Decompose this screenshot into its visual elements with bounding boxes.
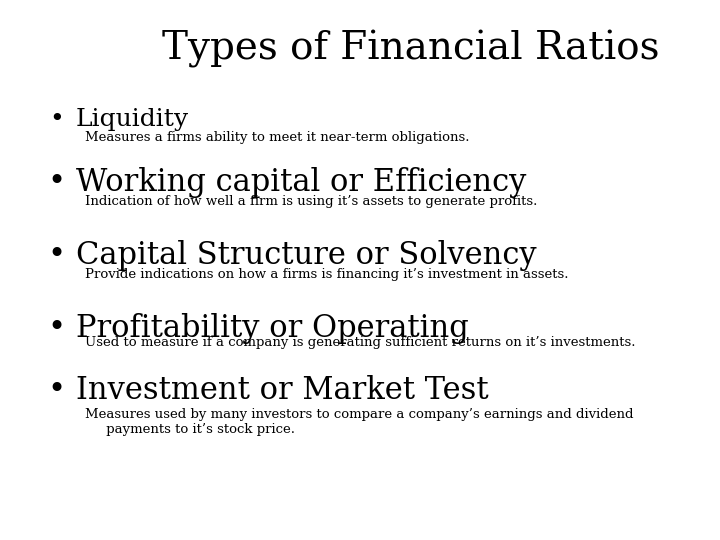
Text: •: • <box>49 108 63 131</box>
Text: Capital Structure or Solvency: Capital Structure or Solvency <box>76 240 536 271</box>
Text: •: • <box>47 240 66 271</box>
Text: Working capital or Efficiency: Working capital or Efficiency <box>76 167 526 198</box>
Text: •: • <box>47 375 66 406</box>
Text: Types of Financial Ratios: Types of Financial Ratios <box>162 30 659 68</box>
Text: Indication of how well a firm is using it’s assets to generate profits.: Indication of how well a firm is using i… <box>85 195 537 208</box>
Text: Investment or Market Test: Investment or Market Test <box>76 375 488 406</box>
Text: •: • <box>47 167 66 198</box>
Text: •: • <box>47 313 66 344</box>
Text: Measures used by many investors to compare a company’s earnings and dividend
   : Measures used by many investors to compa… <box>85 408 634 436</box>
Text: Measures a firms ability to meet it near-term obligations.: Measures a firms ability to meet it near… <box>85 131 469 144</box>
Text: Liquidity: Liquidity <box>76 108 189 131</box>
Text: Profitability or Operating: Profitability or Operating <box>76 313 468 344</box>
Text: Used to measure if a company is generating sufficient returns on it’s investment: Used to measure if a company is generati… <box>85 336 636 349</box>
Text: Provide indications on how a firms is financing it’s investment in assets.: Provide indications on how a firms is fi… <box>85 268 569 281</box>
